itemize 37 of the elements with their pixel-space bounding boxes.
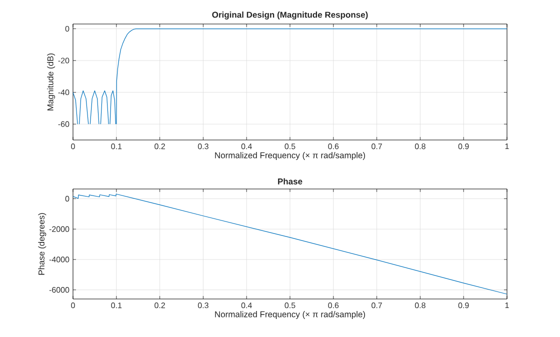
x-tick-label: 0.3 (198, 144, 208, 150)
y-tick-label: 0 (65, 26, 70, 32)
y-tick-label: -60 (58, 121, 70, 127)
x-tick-label: 1 (505, 144, 509, 150)
x-tick-label: 0.8 (414, 144, 426, 150)
x-tick-label: 0.9 (458, 302, 469, 308)
y-axis-title: Magnitude (dB) (47, 53, 56, 110)
y-tick-label: 0 (65, 196, 70, 202)
x-tick-label: 0.1 (111, 144, 122, 150)
x-tick-label: 0.3 (198, 302, 208, 308)
x-tick-label: 1 (505, 302, 509, 308)
x-axis-title: Normalized Frequency (× π rad/sample) (215, 152, 366, 160)
x-tick-label: 0.9 (458, 144, 469, 150)
y-tick-label: -2000 (49, 226, 70, 232)
y-tick-label: -4000 (49, 256, 70, 262)
y-tick-label: -40 (58, 89, 70, 96)
x-tick-label: 0.2 (154, 302, 165, 308)
x-tick-label: 0.2 (154, 144, 165, 150)
y-tick-label: -20 (58, 58, 70, 64)
x-axis-title: Normalized Frequency (× π rad/sample) (215, 311, 366, 319)
y-axis-title: Phase (degrees) (38, 213, 46, 275)
x-tick-label: 0.4 (241, 144, 252, 150)
chart-title: Phase (278, 178, 302, 184)
x-tick-label: 0.7 (372, 144, 382, 150)
x-tick-label: 0.5 (284, 144, 296, 150)
x-tick-label: 0.1 (111, 302, 122, 308)
x-tick-label: 0.4 (241, 302, 252, 308)
x-tick-label: 0.7 (372, 302, 382, 308)
x-tick-label: 0.6 (328, 302, 339, 308)
x-tick-label: 0.8 (414, 302, 426, 308)
x-tick-label: 0 (71, 144, 75, 150)
x-tick-label: 0.5 (284, 302, 296, 308)
y-tick-label: -6000 (49, 287, 70, 293)
line-series (73, 194, 507, 294)
chart-title: Original Design (Magnitude Response) (212, 12, 368, 20)
x-tick-label: 0 (71, 302, 75, 308)
x-tick-label: 0.6 (328, 144, 339, 150)
